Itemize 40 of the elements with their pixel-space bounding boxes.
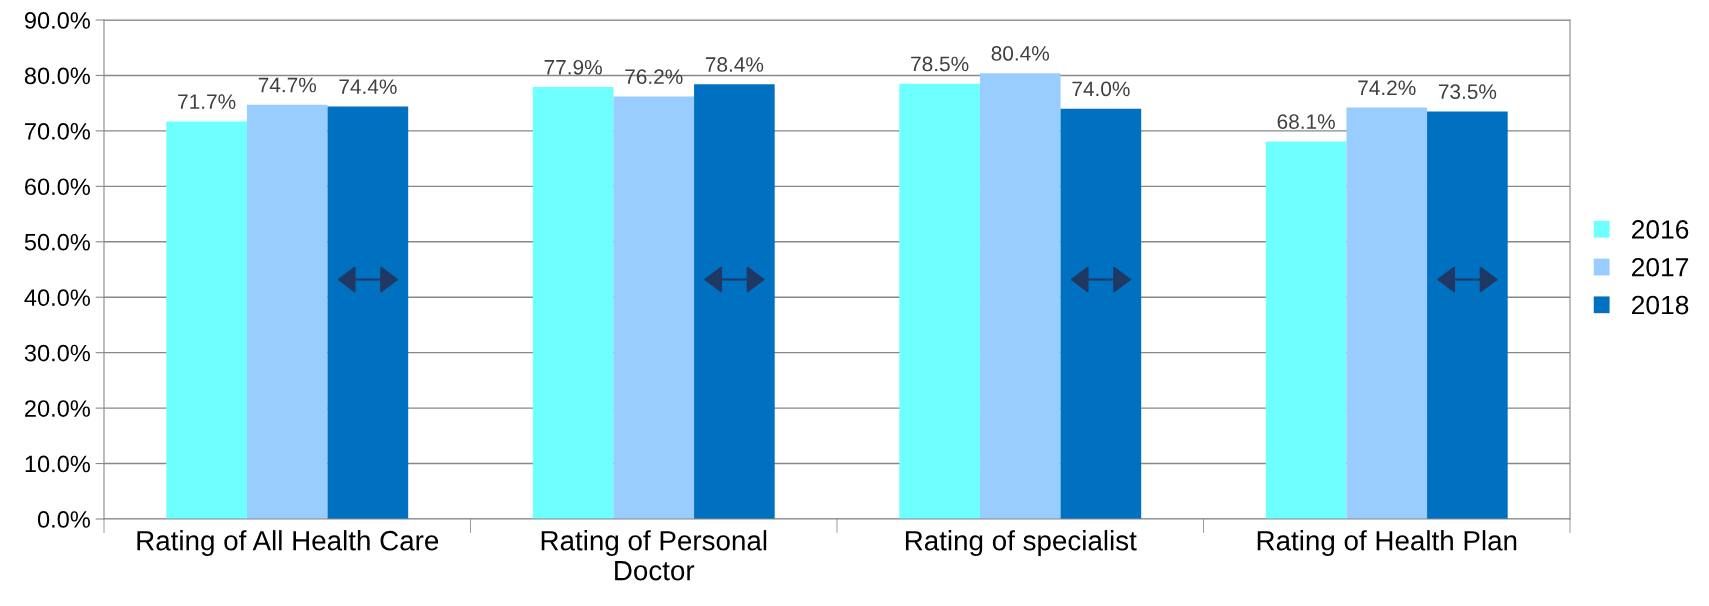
y-tick-label: 70.0% [25,122,90,140]
x-tick-label: Rating of Personal Doctor [541,530,767,581]
data-label: 80.4% [991,46,1050,61]
y-tick-label: 30.0% [24,344,90,362]
y-tick-label: 80.0% [24,67,90,85]
legend-label: 2018 [1632,295,1689,315]
bar [327,106,409,519]
y-tick-label: 10.0% [25,455,90,473]
bar [1427,111,1508,519]
data-label: 74.7% [258,77,317,93]
legend-label: 2016 [1632,220,1689,239]
bar [613,96,695,519]
data-label: 78.4% [705,57,764,72]
x-tick-label: Rating of All Health Care [137,530,439,557]
data-label: 78.5% [911,56,969,72]
bar [532,87,614,519]
data-label: 73.5% [1438,84,1497,100]
data-label: 68.1% [1277,114,1335,129]
y-tick-label: 0.0% [37,511,90,528]
bar [166,121,247,519]
bar [246,104,328,519]
x-tick-label: Rating of specialist [905,530,1137,557]
data-label: 71.7% [178,94,236,109]
data-label: 74.0% [1072,81,1130,97]
bar [979,73,1061,519]
bar [1060,108,1142,519]
x-tick-label: Rating of Health Plan [1257,530,1517,557]
y-tick-label: 60.0% [25,178,90,196]
legend-label: 2017 [1632,257,1689,277]
bar [1265,141,1347,519]
data-label: 77.9% [544,59,602,75]
y-tick-label: 50.0% [24,233,90,251]
data-label: 74.4% [339,79,397,94]
bar [1346,107,1428,519]
y-tick-label: 20.0% [25,400,90,417]
bar [694,84,775,519]
y-tick-label: 40.0% [24,289,90,307]
data-label: 74.2% [1358,80,1416,96]
bar [899,83,980,519]
y-tick-label: 90.0% [24,12,90,29]
